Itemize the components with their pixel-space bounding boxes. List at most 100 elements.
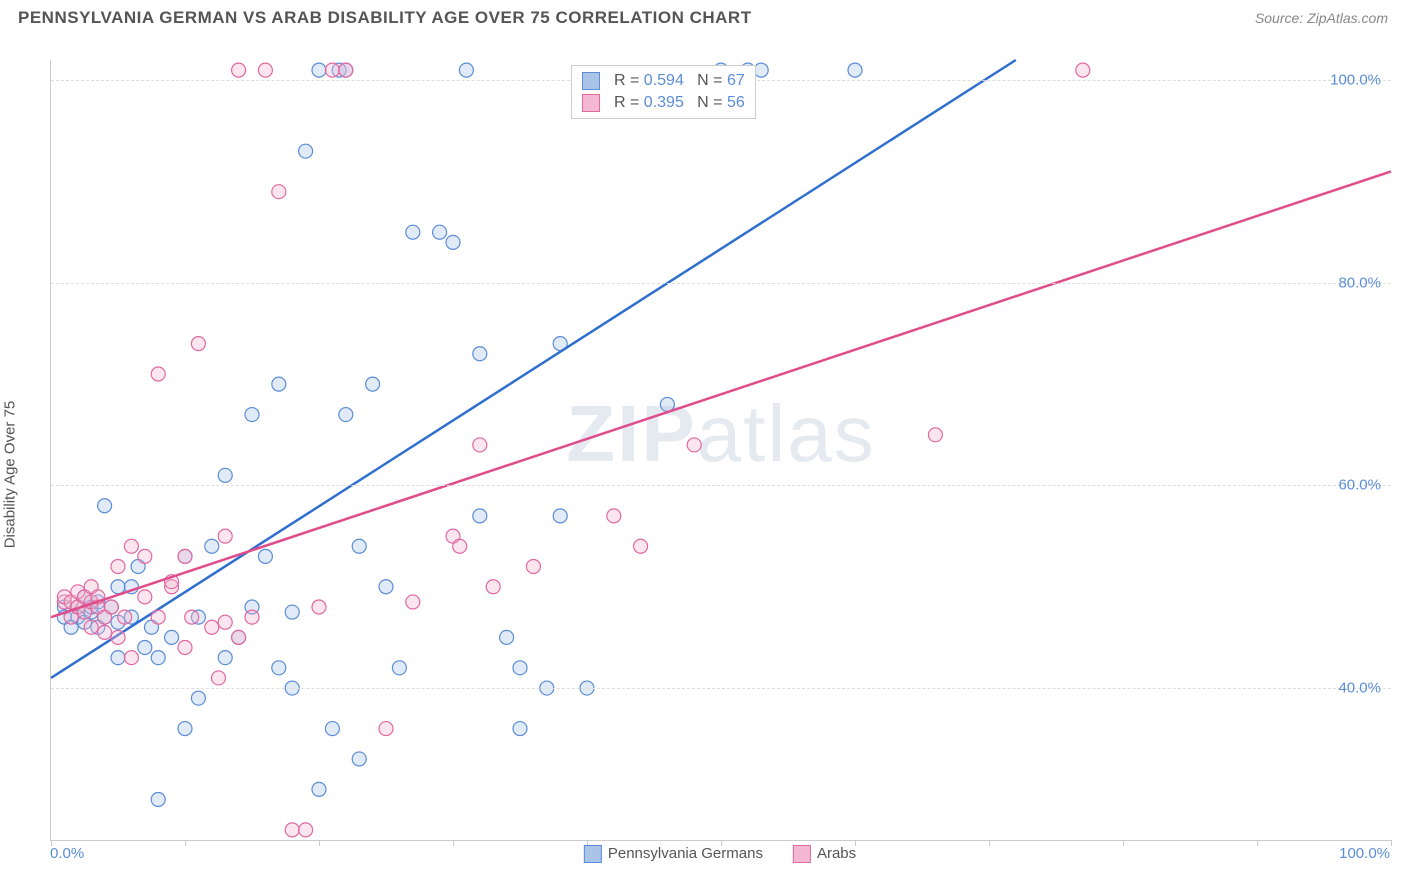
data-point [258, 549, 272, 563]
y-tick-label: 80.0% [1338, 274, 1381, 291]
data-point [178, 722, 192, 736]
grid-line [51, 283, 1391, 284]
data-point [245, 408, 259, 422]
data-point [473, 509, 487, 523]
data-point [218, 468, 232, 482]
data-point [339, 63, 353, 77]
data-point [151, 610, 165, 624]
data-point [124, 539, 138, 553]
data-point [339, 408, 353, 422]
legend-label: Pennsylvania Germans [608, 845, 763, 862]
data-point [138, 549, 152, 563]
data-point [848, 63, 862, 77]
data-point [433, 225, 447, 239]
data-point [325, 722, 339, 736]
data-point [111, 651, 125, 665]
data-point [459, 63, 473, 77]
correlation-legend: R = 0.594 N = 67 R = 0.395 N = 56 [571, 65, 756, 119]
data-point [258, 63, 272, 77]
data-point [526, 559, 540, 573]
data-point [928, 428, 942, 442]
y-tick-label: 40.0% [1338, 680, 1381, 697]
trend-line [51, 60, 1016, 678]
data-point [272, 377, 286, 391]
data-point [111, 580, 125, 594]
data-point [218, 529, 232, 543]
chart-title: PENNSYLVANIA GERMAN VS ARAB DISABILITY A… [18, 8, 752, 28]
x-axis-labels: 0.0% Pennsylvania GermansArabs 100.0% [50, 845, 1390, 875]
grid-line [51, 485, 1391, 486]
data-point [312, 782, 326, 796]
data-point [218, 651, 232, 665]
y-axis-label: Disability Age Over 75 [2, 401, 19, 549]
data-point [205, 620, 219, 634]
data-point [124, 651, 138, 665]
series-legend: Pennsylvania Germans Arabs [584, 845, 856, 863]
data-point [151, 792, 165, 806]
legend-swatch [793, 845, 811, 863]
series-legend-item: Arabs [793, 845, 856, 863]
correlation-text: R = 0.395 N = 56 [614, 94, 745, 112]
legend-swatch [584, 845, 602, 863]
legend-swatch [582, 72, 600, 90]
data-point [111, 559, 125, 573]
y-tick-label: 60.0% [1338, 477, 1381, 494]
data-point [98, 499, 112, 513]
data-point [151, 367, 165, 381]
data-point [118, 610, 132, 624]
x-label-min: 0.0% [50, 845, 84, 862]
data-point [212, 671, 226, 685]
data-point [138, 641, 152, 655]
source-prefix: Source: [1255, 10, 1307, 26]
data-point [352, 752, 366, 766]
data-point [473, 438, 487, 452]
data-point [513, 661, 527, 675]
data-point [453, 539, 467, 553]
correlation-text: R = 0.594 N = 67 [614, 72, 745, 90]
data-point [446, 235, 460, 249]
data-point [104, 600, 118, 614]
data-point [392, 661, 406, 675]
data-point [379, 722, 393, 736]
grid-line [51, 688, 1391, 689]
legend-swatch [582, 94, 600, 112]
data-point [205, 539, 219, 553]
data-point [634, 539, 648, 553]
data-point [232, 630, 246, 644]
data-point [111, 630, 125, 644]
data-point [98, 625, 112, 639]
data-point [513, 722, 527, 736]
plot-area: ZIPatlas R = 0.594 N = 67R = 0.395 N = 5… [50, 60, 1391, 841]
data-point [1076, 63, 1090, 77]
data-point [272, 185, 286, 199]
data-point [151, 651, 165, 665]
data-point [191, 691, 205, 705]
data-point [486, 580, 500, 594]
legend-label: Arabs [817, 845, 856, 862]
data-point [607, 509, 621, 523]
data-point [299, 823, 313, 837]
data-point [473, 347, 487, 361]
data-point [312, 600, 326, 614]
data-point [285, 823, 299, 837]
source-name: ZipAtlas.com [1307, 10, 1388, 26]
data-point [754, 63, 768, 77]
data-point [299, 144, 313, 158]
data-point [406, 595, 420, 609]
chart-header: PENNSYLVANIA GERMAN VS ARAB DISABILITY A… [0, 0, 1406, 32]
trend-line [51, 171, 1391, 617]
series-legend-item: Pennsylvania Germans [584, 845, 763, 863]
data-point [406, 225, 420, 239]
data-point [272, 661, 286, 675]
data-point [687, 438, 701, 452]
data-point [366, 377, 380, 391]
chart-container: Disability Age Over 75 ZIPatlas R = 0.59… [0, 40, 1406, 892]
data-point [165, 630, 179, 644]
data-point [285, 605, 299, 619]
data-point [312, 63, 326, 77]
x-tick [1391, 840, 1392, 846]
data-point [185, 610, 199, 624]
data-point [218, 615, 232, 629]
plot-svg [51, 60, 1391, 840]
data-point [553, 509, 567, 523]
